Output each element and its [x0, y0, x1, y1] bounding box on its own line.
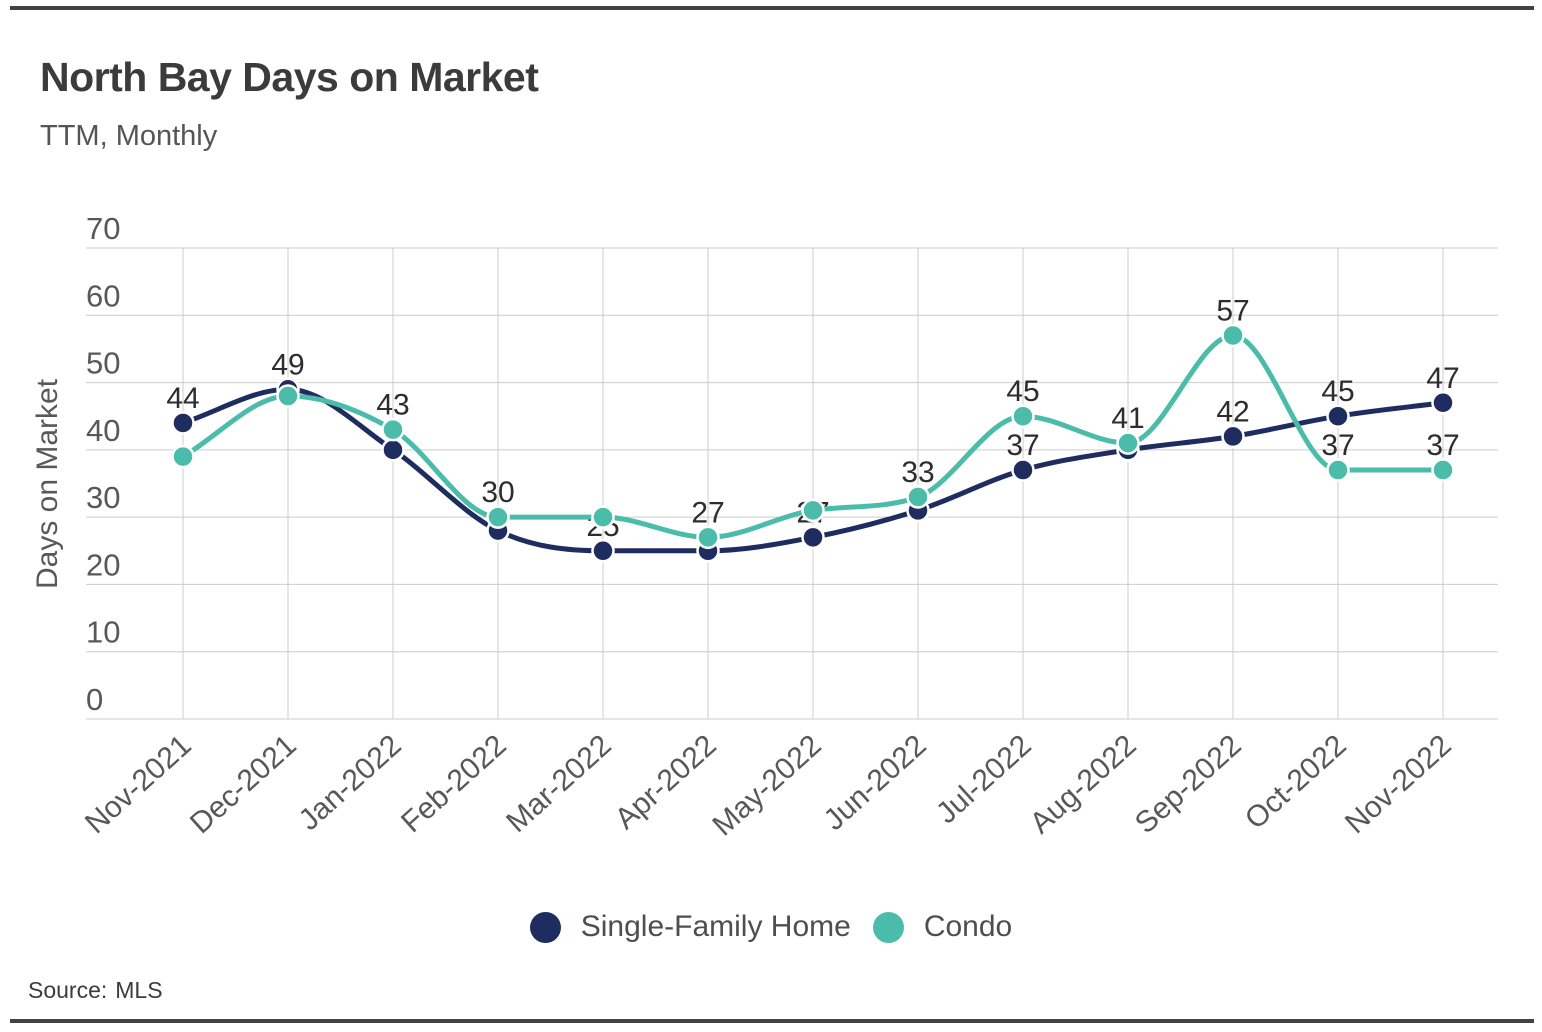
y-tick-label: 70: [86, 211, 120, 246]
single-family-home-data-point: [381, 438, 405, 462]
condo-data-point: [1116, 431, 1140, 455]
y-tick-label: 40: [86, 413, 120, 448]
data-point-label: 30: [481, 476, 514, 509]
y-axis-tick-labels: 0 10 20 30 40 50 60 70: [86, 211, 120, 717]
y-tick-label: 60: [86, 278, 120, 313]
data-point-label: 37: [1426, 429, 1459, 462]
source-value: MLS: [115, 977, 163, 1003]
series-condo: 43 30 27 33 45 41 57 37 37: [171, 294, 1460, 550]
single-family-home-data-point: [1011, 458, 1035, 482]
x-tick-label: Dec-2021: [184, 729, 303, 841]
x-tick-label: May-2022: [706, 729, 827, 843]
data-point-label: 57: [1216, 294, 1249, 327]
single-family-home-series-dot-icon: [529, 911, 561, 943]
legend: Single-Family Home Condo: [0, 910, 1542, 944]
x-tick-label: Sep-2022: [1129, 729, 1248, 841]
x-tick-label: Apr-2022: [609, 729, 723, 836]
x-tick-label: Aug-2022: [1024, 729, 1143, 841]
data-point-label: 49: [271, 348, 304, 381]
x-tick-label: Oct-2022: [1239, 729, 1353, 836]
y-tick-label: 50: [86, 346, 120, 381]
data-point-label: 44: [166, 382, 199, 415]
data-point-label: 45: [1006, 375, 1039, 408]
condo-data-point: [1011, 404, 1035, 428]
chart-subtitle: TTM, Monthly: [40, 120, 218, 152]
condo-series-dot-icon: [872, 911, 904, 943]
x-tick-label: Jan-2022: [293, 729, 408, 837]
data-point-label: 47: [1426, 362, 1459, 395]
legend-item-single-family-home: Single-Family Home: [529, 910, 851, 944]
condo-data-point: [801, 498, 825, 523]
x-axis-tick-labels: Nov-2021Dec-2021Jan-2022Feb-2022Mar-2022…: [79, 729, 1458, 843]
x-tick-label: Jul-2022: [930, 729, 1038, 831]
y-tick-label: 0: [86, 682, 103, 717]
single-family-home-data-point: [591, 539, 615, 563]
condo-data-point: [381, 417, 405, 442]
bottom-border-line: [10, 1019, 1534, 1023]
condo-data-point: [1221, 323, 1245, 348]
x-tick-label: Feb-2022: [395, 729, 513, 839]
y-axis-title: Days on Market: [31, 378, 64, 589]
chart-title: North Bay Days on Market: [40, 54, 539, 100]
x-tick-label: Nov-2022: [1339, 729, 1458, 841]
condo-data-point: [276, 384, 300, 408]
source-note: Source: MLS: [28, 977, 163, 1004]
condo-data-point: [171, 444, 195, 469]
y-tick-label: 10: [86, 615, 120, 650]
source-label: Source:: [28, 977, 108, 1003]
legend-item-condo: Condo: [872, 910, 1013, 944]
data-point-label: 37: [1006, 429, 1039, 462]
single-family-home-data-point: [1326, 404, 1350, 428]
legend-label-single-family-home: Single-Family Home: [580, 910, 851, 943]
condo-data-point: [1326, 458, 1350, 482]
condo-data-point: [696, 525, 720, 550]
x-tick-label: Mar-2022: [500, 729, 618, 839]
data-point-label: 37: [1321, 429, 1354, 462]
single-family-home-data-point: [801, 525, 825, 550]
condo-data-labels: 43 30 27 33 45 41 57 37 37: [376, 294, 1459, 529]
single-family-home-data-point: [1431, 391, 1455, 415]
data-point-label: 45: [1321, 375, 1354, 408]
data-point-label: 42: [1216, 395, 1249, 428]
condo-data-point: [1431, 458, 1455, 482]
condo-data-point: [486, 505, 510, 529]
x-tick-label: Jun-2022: [818, 729, 933, 837]
x-tick-label: Nov-2021: [79, 729, 198, 841]
data-point-label: 41: [1111, 402, 1144, 435]
single-family-home-data-point: [1221, 424, 1245, 449]
y-tick-label: 20: [86, 547, 120, 582]
data-point-label: 27: [691, 496, 724, 529]
legend-label-condo: Condo: [923, 910, 1013, 943]
condo-data-point: [906, 485, 930, 509]
single-family-home-data-point: [171, 411, 195, 435]
data-point-label: 43: [376, 389, 409, 422]
top-border-line: [10, 6, 1534, 10]
data-point-label: 33: [901, 456, 934, 489]
y-tick-label: 30: [86, 480, 120, 515]
grid-lines: [86, 247, 1498, 720]
condo-data-point: [591, 505, 615, 529]
